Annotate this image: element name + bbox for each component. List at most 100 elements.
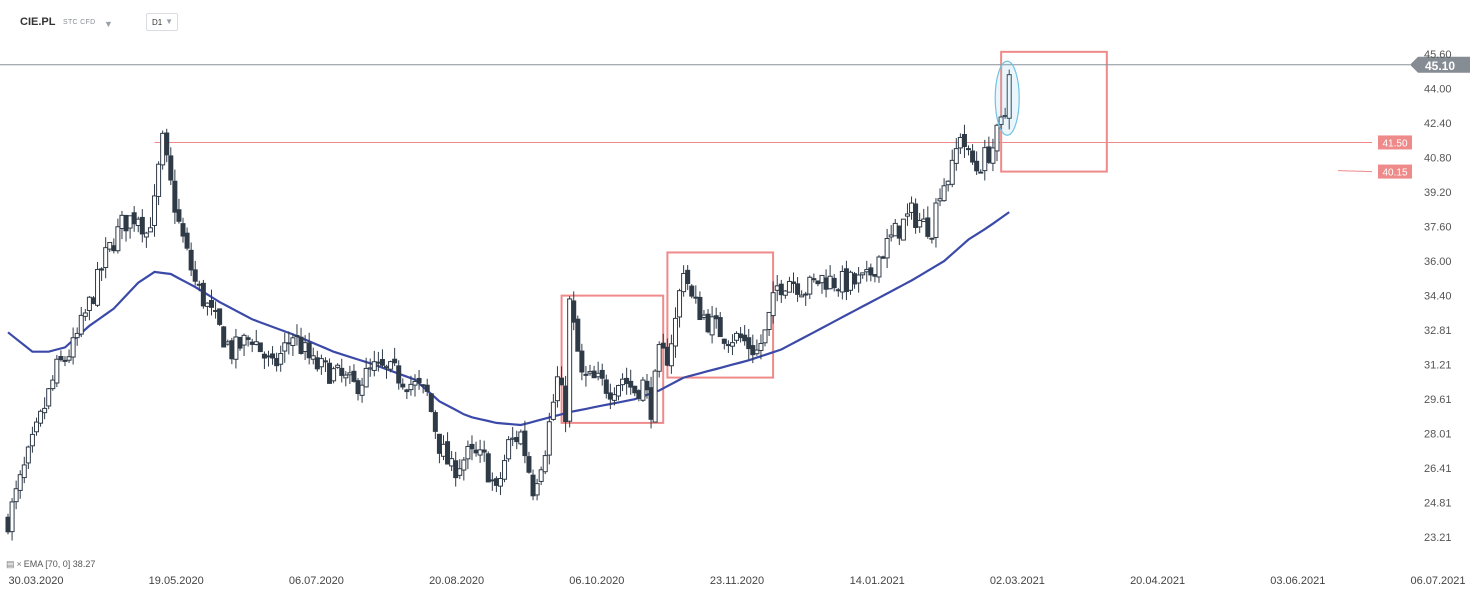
candles-layer — [5, 69, 1012, 541]
candle-body — [261, 353, 267, 359]
candle-body — [502, 460, 508, 480]
candle-body — [782, 290, 788, 296]
candle-body — [103, 247, 109, 268]
y-tick-label: 32.81 — [1424, 325, 1452, 337]
candle-body — [856, 274, 862, 284]
candle-body — [404, 389, 410, 393]
candle-body — [941, 185, 947, 202]
candle-body — [766, 311, 772, 330]
candle-body — [54, 358, 60, 384]
last-price-label: 45.10 — [1425, 59, 1455, 73]
candle-body — [632, 385, 638, 394]
candle-body — [367, 367, 373, 370]
candle-body — [575, 318, 581, 352]
candle-body — [257, 342, 263, 353]
candle-body — [461, 459, 467, 471]
candle-body — [481, 449, 487, 453]
candle-body — [754, 349, 760, 355]
candle-body — [298, 336, 304, 354]
candle-body — [115, 226, 121, 252]
candle-body — [221, 326, 227, 348]
candle-body — [738, 333, 744, 339]
candle-body — [375, 361, 381, 364]
candle-body — [359, 384, 365, 396]
candle-body — [70, 337, 76, 358]
candle-body — [152, 195, 158, 226]
candle-body — [265, 355, 271, 358]
candle-body — [33, 421, 39, 433]
candle-body — [290, 337, 296, 347]
candle-body — [217, 308, 223, 325]
candle-body — [225, 341, 231, 345]
candle-body — [457, 468, 463, 476]
candle-body — [274, 358, 280, 367]
level-tag — [1378, 164, 1412, 179]
timeframe-select[interactable]: D1 ▼ — [146, 13, 178, 31]
candle-body — [17, 474, 23, 491]
candle-body — [644, 380, 650, 391]
candle-body — [888, 234, 894, 238]
candle-body — [530, 474, 536, 497]
candle-body — [640, 379, 646, 401]
candle-body — [355, 380, 361, 395]
candle-body — [542, 455, 548, 473]
highlight-ellipse — [994, 60, 1020, 136]
candle-body — [522, 430, 528, 457]
candle-body — [957, 136, 963, 149]
candle-body — [925, 217, 931, 237]
candle-body — [477, 449, 483, 456]
candle-body — [310, 355, 316, 360]
candle-body — [990, 147, 996, 164]
candle-body — [864, 269, 870, 273]
ema-legend[interactable]: ▤ × EMA [70, 0] 38.27 — [6, 559, 95, 570]
indicator-settings-icon[interactable]: ▤ — [6, 559, 15, 569]
candle-body — [306, 342, 312, 359]
candle-body — [668, 343, 674, 367]
candle-body — [648, 387, 654, 420]
candle-body — [440, 443, 446, 457]
candle-body — [567, 298, 573, 422]
x-tick-label: 06.07.2021 — [1410, 575, 1465, 587]
y-tick-label: 24.81 — [1424, 497, 1452, 509]
candle-body — [192, 269, 198, 282]
candle-body — [270, 353, 276, 359]
support-line — [1337, 170, 1373, 173]
candle-body — [493, 478, 499, 486]
axes-layer: 45.60 44.00 42.40 40.80 39.20 37.60 36.00 34.40… — [8, 49, 1465, 587]
candle-body — [795, 283, 801, 295]
candle-body — [95, 268, 101, 306]
x-tick-label: 03.06.2021 — [1270, 575, 1325, 587]
candle-body — [286, 342, 292, 345]
symbol-label[interactable]: CIE.PL — [20, 16, 56, 28]
level-tag — [1378, 135, 1412, 150]
candle-body — [615, 385, 621, 397]
y-tick-label: 36.00 — [1424, 256, 1452, 268]
candle-body — [420, 384, 426, 387]
candle-body — [701, 314, 707, 318]
candle-body — [29, 433, 35, 447]
symbol-dropdown-chevron-icon[interactable]: ▼ — [104, 19, 113, 29]
candle-body — [595, 372, 601, 378]
candle-body — [143, 232, 149, 238]
candle-body — [921, 218, 927, 223]
candle-body — [384, 365, 390, 369]
chevron-down-icon: ▼ — [165, 17, 173, 26]
candle-body — [811, 278, 817, 281]
x-tick-label: 14.01.2021 — [850, 575, 905, 587]
candle-body — [379, 359, 385, 366]
candle-body — [880, 256, 886, 259]
candle-body — [807, 276, 813, 295]
candle-body — [111, 245, 117, 252]
candle-body — [620, 378, 626, 386]
candle-body — [127, 215, 133, 229]
instrument-type-label: STC CFD — [63, 19, 96, 26]
candle-body — [953, 148, 959, 164]
candle-body — [872, 274, 878, 277]
candle-body — [672, 317, 678, 347]
close-icon[interactable]: × — [16, 559, 22, 569]
candle-body — [180, 223, 186, 237]
candle-body — [392, 358, 398, 364]
candle-body — [473, 449, 479, 454]
candle-body — [412, 380, 418, 386]
